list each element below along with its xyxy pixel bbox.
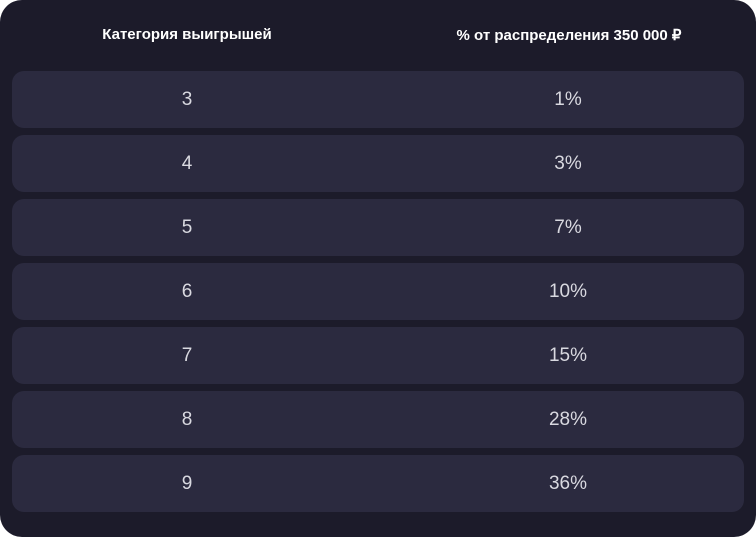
percent-cell: 3% [554,153,582,174]
category-cell: 7 [181,345,193,366]
table-row: 4 3% [12,135,744,192]
header-percent: % от распределения 350 000 ₽ [456,27,682,44]
table-row: 7 15% [12,327,744,384]
percent-cell: 36% [548,473,588,494]
percent-cell: 10% [548,281,588,302]
table-row: 6 10% [12,263,744,320]
percent-cell: 7% [554,217,582,238]
percent-cell: 15% [548,345,588,366]
category-cell: 4 [181,153,193,174]
header-category: Категория выигрышей [102,26,272,43]
category-cell: 8 [181,409,193,430]
percent-cell: 28% [548,409,588,430]
category-cell: 6 [181,281,193,302]
percent-cell: 1% [554,89,582,110]
category-cell: 3 [181,89,193,110]
category-cell: 9 [181,473,193,494]
table-row: 3 1% [12,71,744,128]
category-cell: 5 [181,217,193,238]
table-row: 8 28% [12,391,744,448]
table-row: 9 36% [12,455,744,512]
table-row: 5 7% [12,199,744,256]
